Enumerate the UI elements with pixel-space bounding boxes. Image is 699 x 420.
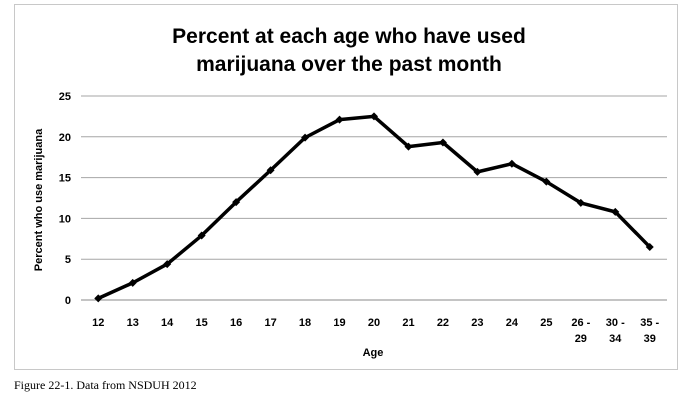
data-point xyxy=(542,177,551,186)
y-tick-label: 5 xyxy=(65,254,71,266)
x-tick-label: 20 xyxy=(368,317,380,329)
data-point xyxy=(404,142,413,151)
data-point xyxy=(335,115,344,124)
data-point xyxy=(370,112,378,121)
data-point xyxy=(128,278,137,287)
y-tick-label: 15 xyxy=(59,173,71,185)
x-tick-label: 21 xyxy=(402,317,414,329)
data-point xyxy=(94,294,103,303)
y-axis-label: Percent who use marijuana xyxy=(33,128,45,271)
data-point xyxy=(438,138,447,147)
data-point xyxy=(266,166,275,175)
data-point xyxy=(197,231,206,240)
y-tick-label: 25 xyxy=(59,91,71,103)
x-tick-label: 17 xyxy=(264,317,276,329)
chart-frame: Percent at each age who have used mariju… xyxy=(14,4,678,370)
gridlines xyxy=(81,95,667,301)
figure-caption: Figure 22-1. Data from NSDUH 2012 xyxy=(14,378,197,392)
chart-title-line-1: Percent at each age who have used xyxy=(172,25,526,48)
data-point xyxy=(232,198,241,207)
x-axis-label: Age xyxy=(363,347,384,359)
x-tick-label: 19 xyxy=(333,317,345,329)
x-tick-label: 16 xyxy=(230,317,242,329)
x-tick-label: 35 -39 xyxy=(640,317,659,345)
data-point xyxy=(507,159,516,168)
data-point xyxy=(301,133,310,142)
x-tick-label: 13 xyxy=(127,317,139,329)
x-axis-ticks: 12 13 14 15 16 17 18 19 20 21 22 23 24 25 26 -29 30 -34… xyxy=(92,317,659,345)
x-tick-label: 25 xyxy=(540,317,552,329)
data-point xyxy=(576,198,585,207)
data-point xyxy=(611,207,620,216)
x-tick-label: 18 xyxy=(299,317,311,329)
series-layer xyxy=(94,112,654,303)
line-chart: Percent at each age who have used mariju… xyxy=(33,25,667,359)
x-tick-label: 22 xyxy=(437,317,449,329)
y-tick-label: 10 xyxy=(59,213,71,225)
x-tick-label: 15 xyxy=(196,317,208,329)
y-tick-label: 20 xyxy=(59,132,71,144)
y-tick-label: 0 xyxy=(65,295,71,307)
data-point xyxy=(645,242,654,251)
x-tick-label: 23 xyxy=(471,317,483,329)
data-point xyxy=(473,167,482,176)
y-axis-ticks: 0 5 10 15 20 25 xyxy=(59,91,71,307)
x-tick-label: 12 xyxy=(92,317,104,329)
chart-title-line-2: marijuana over the past month xyxy=(196,53,502,76)
series-line xyxy=(96,114,652,301)
x-tick-label: 26 -29 xyxy=(571,317,590,345)
x-tick-label: 30 -34 xyxy=(606,317,625,345)
x-tick-label: 24 xyxy=(506,317,519,329)
x-tick-label: 14 xyxy=(161,317,174,329)
data-point xyxy=(163,260,172,269)
